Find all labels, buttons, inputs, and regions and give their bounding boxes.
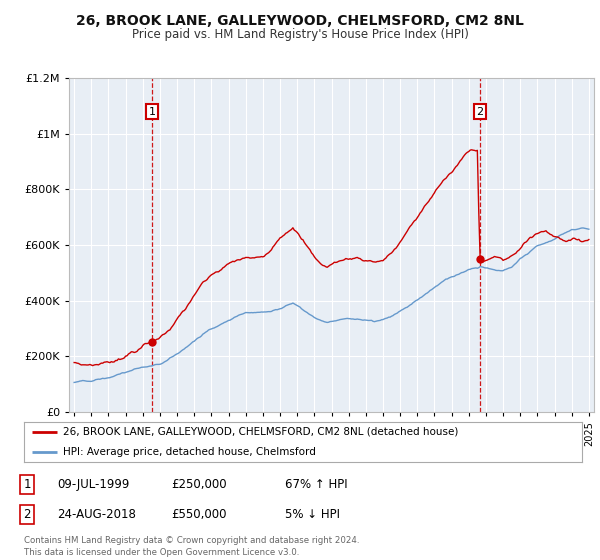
Text: Price paid vs. HM Land Registry's House Price Index (HPI): Price paid vs. HM Land Registry's House …: [131, 28, 469, 41]
Text: Contains HM Land Registry data © Crown copyright and database right 2024.
This d: Contains HM Land Registry data © Crown c…: [24, 536, 359, 557]
Text: 1: 1: [23, 478, 31, 491]
Text: £550,000: £550,000: [171, 507, 227, 521]
Text: 67% ↑ HPI: 67% ↑ HPI: [285, 478, 347, 491]
Text: 5% ↓ HPI: 5% ↓ HPI: [285, 507, 340, 521]
Text: 26, BROOK LANE, GALLEYWOOD, CHELMSFORD, CM2 8NL (detached house): 26, BROOK LANE, GALLEYWOOD, CHELMSFORD, …: [63, 427, 458, 437]
Text: 09-JUL-1999: 09-JUL-1999: [57, 478, 130, 491]
Text: 1: 1: [149, 107, 155, 116]
Text: 26, BROOK LANE, GALLEYWOOD, CHELMSFORD, CM2 8NL: 26, BROOK LANE, GALLEYWOOD, CHELMSFORD, …: [76, 14, 524, 28]
Text: £250,000: £250,000: [171, 478, 227, 491]
Text: HPI: Average price, detached house, Chelmsford: HPI: Average price, detached house, Chel…: [63, 447, 316, 457]
Text: 2: 2: [476, 107, 484, 116]
Text: 2: 2: [23, 507, 31, 521]
Text: 24-AUG-2018: 24-AUG-2018: [57, 507, 136, 521]
